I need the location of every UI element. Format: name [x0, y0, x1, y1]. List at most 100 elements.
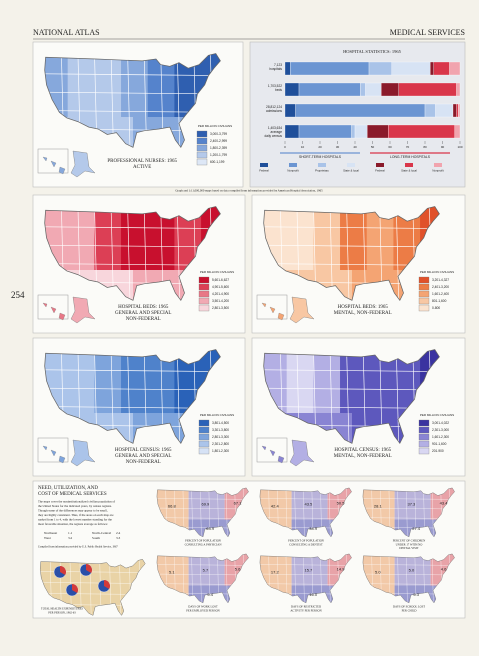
- header-left: NATIONAL ATLAS: [33, 28, 100, 37]
- pie-caption: PER PERSON, 1962-63: [48, 612, 76, 615]
- legend-swatch: [196, 151, 208, 159]
- map-caption: PER CHILD: [402, 608, 417, 612]
- state-line: [259, 498, 352, 500]
- x-tick-label: 90: [441, 145, 445, 149]
- state-line: [44, 226, 221, 229]
- map-title: HOSPITAL BEDS: 1965: [338, 305, 389, 310]
- inset-frame: [37, 437, 69, 463]
- legend-swatch: [198, 290, 210, 298]
- legend-label: 2,400-2,999: [210, 139, 227, 143]
- state-line: [328, 553, 331, 603]
- bar-segment: [284, 61, 291, 76]
- map-caption: PER EMPLOYED PERSON: [186, 608, 220, 612]
- state-line: [156, 498, 249, 500]
- legend-label: 2,801-3,500: [212, 306, 229, 310]
- x-tick-label: 10: [301, 145, 305, 149]
- shade: [94, 206, 122, 270]
- map-caption: DAYS OF WORK LOST: [188, 605, 218, 609]
- region-value: 34.9: [309, 526, 318, 531]
- section-title: NEED, UTILIZATION, AND: [38, 486, 98, 491]
- bar-segment: [295, 103, 426, 118]
- shade: [67, 349, 96, 413]
- legend-label: 2,801-3,300: [212, 435, 229, 439]
- state-line: [302, 487, 305, 537]
- legend-label: 600-1,199: [210, 160, 225, 164]
- x-tick-label: 100: [457, 145, 462, 149]
- legend-swatch: [418, 283, 430, 291]
- shade: [121, 349, 149, 413]
- legend-swatch: [198, 433, 210, 441]
- legend-swatch: [418, 276, 430, 284]
- legend-swatch: [196, 130, 208, 138]
- legend-swatch: [198, 283, 210, 291]
- group-label: SHORT-TERM HOSPITALS: [299, 155, 342, 159]
- x-tick-label: 0: [284, 145, 286, 149]
- legend-swatch: [198, 304, 210, 312]
- region-value: 5.7: [203, 567, 209, 572]
- section-text: ranked from 1 to 4, with the lowest numb…: [38, 518, 113, 523]
- state-line: [127, 349, 131, 444]
- region-value: 5.1: [169, 570, 175, 575]
- state-line: [328, 487, 331, 537]
- legend-swatch: [318, 163, 326, 167]
- region-value: 5.0: [375, 570, 381, 575]
- state-line: [395, 349, 400, 444]
- legend-swatch: [198, 419, 210, 427]
- region-value: 50.5: [337, 500, 346, 505]
- bar-segment: [284, 103, 296, 118]
- state-line: [156, 507, 249, 510]
- region-value: 4.6: [441, 566, 447, 571]
- state-line: [431, 487, 434, 537]
- bar-segment: [435, 103, 454, 118]
- legend-label: 2,301-3,000: [432, 428, 449, 432]
- alaska: [70, 296, 96, 324]
- legend-label: 3,801-4,500: [212, 421, 229, 425]
- legend-label: 3,201-4,327: [432, 278, 449, 282]
- alaska: [289, 439, 315, 467]
- bar-segment: [351, 124, 356, 139]
- legend-label: Federal: [259, 169, 269, 173]
- group-label: LONG-TERM HOSPITALS: [390, 155, 431, 159]
- legend-swatch: [418, 304, 430, 312]
- alaska: [70, 150, 96, 178]
- legend-swatch: [418, 440, 430, 448]
- map-title: PROFESSIONAL NURSES: 1965: [107, 159, 177, 164]
- region-value: 63.9: [206, 526, 215, 531]
- alaska: [70, 439, 96, 467]
- map-title: HOSPITAL BEDS: 1965: [118, 305, 169, 310]
- state-line: [259, 507, 352, 510]
- legend-label: 0-800: [432, 306, 440, 310]
- bar-segment: [354, 124, 368, 139]
- table-cell: South: [92, 536, 100, 540]
- pie-slice: [72, 584, 79, 593]
- state-line: [156, 564, 249, 566]
- inset-frame: [37, 294, 69, 320]
- inset-frame: [37, 148, 69, 174]
- legend-swatch: [418, 447, 430, 455]
- map-title: NON-FEDERAL: [126, 460, 161, 465]
- legend-label: 801-1,600: [432, 299, 447, 303]
- bar-segment: [368, 61, 392, 76]
- legend-swatch: [347, 163, 355, 167]
- state-line: [199, 487, 202, 537]
- map-caption: DAYS OF SCHOOL LOST: [393, 605, 425, 609]
- state-line: [40, 582, 146, 584]
- section-text: the United States for the indicated year…: [38, 504, 112, 509]
- state-line: [176, 53, 181, 148]
- x-tick-label: 50: [371, 145, 375, 149]
- section-text: The maps cover the noninstitutionalized …: [38, 500, 116, 504]
- row-label: average: [270, 130, 282, 134]
- inset-frame: [256, 437, 288, 463]
- legend-label: 4,201-4,900: [212, 292, 229, 296]
- map-title: HOSPITAL CENSUS: 1965: [115, 448, 172, 453]
- legend-swatch: [405, 163, 413, 167]
- state-line: [127, 53, 131, 148]
- legend-swatch: [198, 297, 210, 305]
- x-tick-label: 70: [406, 145, 410, 149]
- legend-swatch: [198, 447, 210, 455]
- legend-label: 2,301-2,800: [212, 442, 229, 446]
- legend-swatch: [198, 440, 210, 448]
- map-caption: CONSULTING A DENTIST: [289, 542, 323, 546]
